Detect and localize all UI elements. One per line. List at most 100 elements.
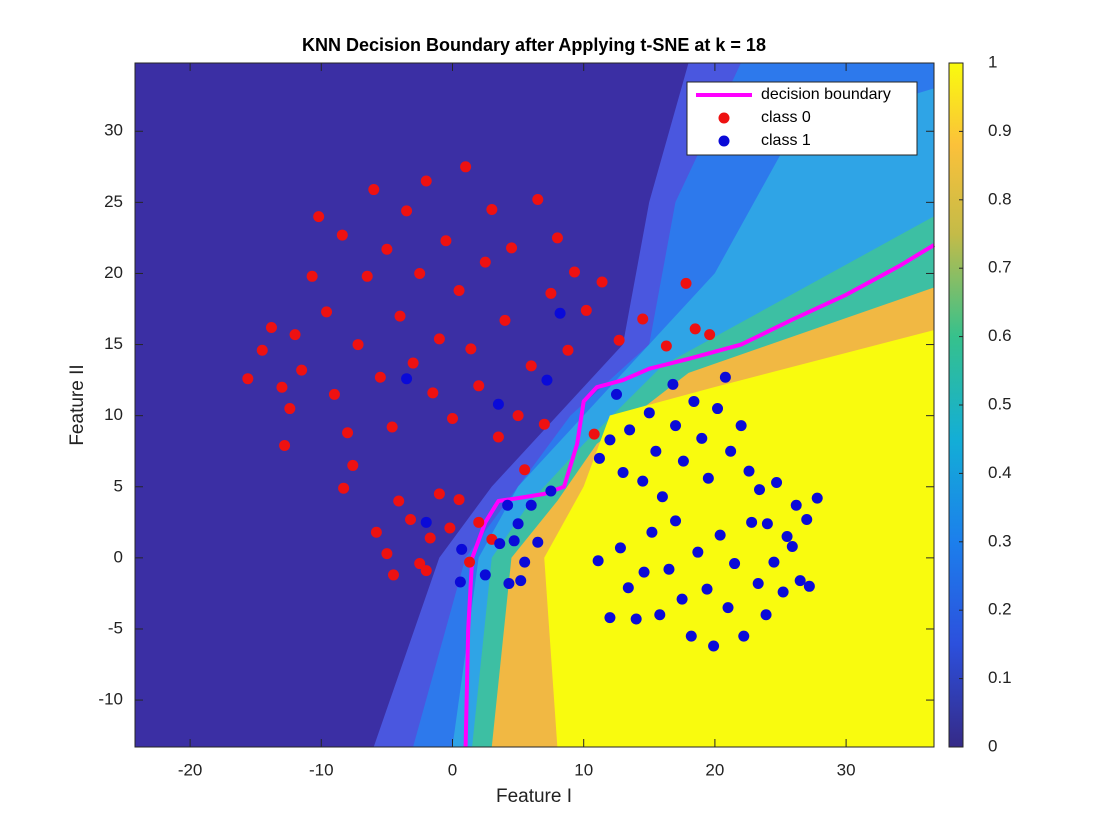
point <box>803 580 815 592</box>
point <box>279 440 291 452</box>
point <box>637 313 649 325</box>
point <box>306 270 318 282</box>
y-tick-label: -10 <box>98 690 123 709</box>
point <box>374 371 386 383</box>
y-tick-label: 15 <box>104 334 123 353</box>
point <box>508 535 520 547</box>
point <box>473 380 485 392</box>
point <box>284 403 296 415</box>
point <box>506 242 518 254</box>
point <box>667 378 679 390</box>
map-region <box>544 330 934 747</box>
point <box>519 464 531 476</box>
point <box>754 484 766 496</box>
point <box>702 472 714 484</box>
point <box>677 455 689 467</box>
point <box>525 499 537 511</box>
point <box>313 211 325 223</box>
point <box>746 516 758 528</box>
legend: decision boundary class 0 class 1 <box>686 81 918 156</box>
point <box>722 602 734 614</box>
point <box>420 175 432 187</box>
legend-label: class 1 <box>761 132 811 149</box>
point <box>725 445 737 457</box>
point <box>242 373 254 385</box>
colorbar-tick-label: 0.6 <box>988 326 1012 345</box>
point <box>719 371 731 383</box>
point <box>414 267 426 279</box>
point <box>580 304 592 316</box>
point <box>414 558 426 570</box>
point <box>532 536 544 548</box>
point <box>525 360 537 372</box>
y-axis-label: Feature II <box>67 364 88 445</box>
point <box>738 630 750 642</box>
point <box>503 577 515 589</box>
point <box>342 427 354 439</box>
point <box>545 485 557 497</box>
point <box>593 452 605 464</box>
point <box>786 540 798 552</box>
legend-label: class 0 <box>761 109 811 126</box>
x-tick-label: 20 <box>705 760 724 779</box>
probability-map <box>135 63 934 747</box>
point <box>622 582 634 594</box>
point <box>265 321 277 333</box>
point <box>735 420 747 432</box>
point <box>801 513 813 525</box>
point <box>401 373 413 385</box>
y-tick-label: 5 <box>114 476 123 495</box>
y-tick-label: -5 <box>108 618 123 637</box>
point <box>465 343 477 355</box>
colorbar-tick-label: 0.9 <box>988 121 1012 140</box>
point <box>473 516 485 528</box>
point <box>456 543 468 555</box>
y-tick-label: 10 <box>104 405 123 424</box>
point <box>447 413 459 425</box>
point <box>460 161 472 173</box>
point <box>689 323 701 335</box>
point <box>704 329 716 341</box>
point <box>614 542 626 554</box>
y-tick-label: 30 <box>104 121 123 140</box>
point <box>743 465 755 477</box>
y-tick-label: 0 <box>114 547 123 566</box>
x-tick-label: 10 <box>574 760 593 779</box>
point <box>638 566 650 578</box>
point <box>692 546 704 558</box>
point <box>393 495 405 507</box>
point <box>515 575 527 587</box>
point <box>685 630 697 642</box>
point <box>479 569 491 581</box>
y-tick-label: 20 <box>104 263 123 282</box>
point <box>643 407 655 419</box>
point <box>663 563 675 575</box>
colorbar-tick-label: 0.2 <box>988 600 1012 619</box>
point <box>512 518 524 530</box>
colorbar-tick-label: 0.7 <box>988 258 1012 277</box>
point <box>454 576 466 588</box>
point <box>781 531 793 543</box>
colorbar-tick-label: 0.8 <box>988 189 1012 208</box>
point <box>502 499 514 511</box>
point <box>453 494 465 506</box>
point <box>604 612 616 624</box>
point <box>368 184 380 196</box>
axes-box <box>134 62 935 748</box>
colorbar-tick-label: 0 <box>988 736 997 755</box>
point <box>588 428 600 440</box>
point <box>405 513 417 525</box>
point <box>407 357 419 369</box>
point <box>604 434 616 446</box>
point <box>420 565 432 577</box>
point <box>688 395 700 407</box>
x-tick-label: 30 <box>837 760 856 779</box>
point <box>708 640 720 652</box>
colorbar-tick-label: 0.1 <box>988 668 1012 687</box>
point <box>670 420 682 432</box>
point <box>321 306 333 318</box>
point <box>370 526 382 538</box>
point <box>541 374 553 386</box>
point <box>670 515 682 527</box>
